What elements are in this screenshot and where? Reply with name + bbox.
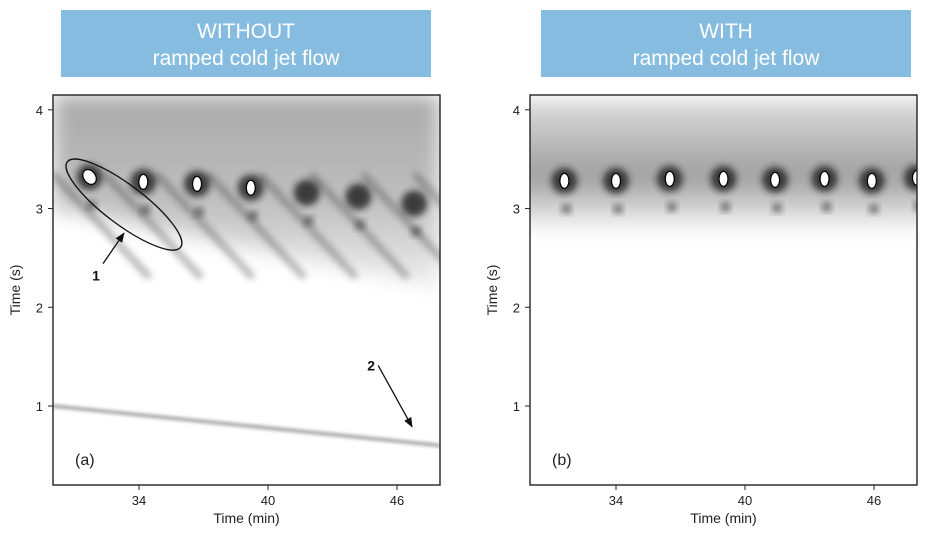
plot-area <box>530 95 917 485</box>
secondary-spot-5 <box>821 201 832 212</box>
peak-core-5 <box>819 170 830 188</box>
plot-area <box>53 95 440 485</box>
secondary-spot-7 <box>914 201 917 211</box>
secondary-spot-4 <box>772 202 783 213</box>
panel-label: (a) <box>75 452 95 469</box>
banner-with-line1: WITH <box>699 20 753 43</box>
y-tick-label-2: 2 <box>36 300 43 315</box>
peak-core-6 <box>866 172 877 189</box>
plot-frame <box>529 94 918 486</box>
secondary-spot-0 <box>561 203 572 214</box>
secondary-spot-0 <box>86 199 97 210</box>
secondary-spot-6 <box>868 203 879 214</box>
y-tick-label-2: 2 <box>513 300 520 315</box>
peak-core-0 <box>82 168 97 185</box>
x-tick-label-34: 34 <box>132 493 146 508</box>
x-tick-label-34: 34 <box>609 493 623 508</box>
peak-core-3 <box>245 179 256 196</box>
peak-core-2 <box>664 170 675 188</box>
peak-core-2 <box>191 175 203 192</box>
x-tick-label-46: 46 <box>390 493 404 508</box>
secondary-spot-3 <box>720 201 731 212</box>
secondary-spot-2 <box>666 201 677 212</box>
peak-halo-4 <box>293 179 320 206</box>
y-tick-label-1: 1 <box>513 399 520 414</box>
peak-halo-6 <box>401 190 428 217</box>
y-tick-label-1: 1 <box>36 399 43 414</box>
peak-core-3 <box>718 170 729 188</box>
x-axis-label: Time (min) <box>213 510 279 526</box>
x-tick-label-46: 46 <box>867 493 881 508</box>
y-tick-label-3: 3 <box>513 202 520 217</box>
bleed-line <box>53 404 440 448</box>
secondary-spot-2 <box>194 206 205 217</box>
secondary-spot-4 <box>303 215 314 226</box>
secondary-spot-5 <box>355 219 366 230</box>
peak-halo-7 <box>904 164 917 191</box>
banner-without-line2: ramped cold jet flow <box>152 47 340 70</box>
highlight-ellipse <box>65 158 183 251</box>
y-tick-label-3: 3 <box>36 202 43 217</box>
banner-without: WITHOUT ramped cold jet flow <box>61 10 431 77</box>
peak-core-1 <box>138 173 149 190</box>
secondary-spot-1 <box>140 204 151 215</box>
annotation-arrow-1 <box>102 232 125 264</box>
peaks <box>76 163 428 237</box>
annotation-label-1: 1 <box>92 268 100 284</box>
peak-core-4 <box>769 171 781 189</box>
annotation-arrow-2 <box>377 365 413 428</box>
y-tick-label-4: 4 <box>36 103 43 118</box>
peak-halo-5 <box>345 183 372 210</box>
plot-frame <box>52 94 441 486</box>
secondary-spot-6 <box>411 226 422 237</box>
y-tick-label-4: 4 <box>513 103 520 118</box>
diagonal-streaks <box>53 171 440 281</box>
banner-with: WITH ramped cold jet flow <box>541 10 911 77</box>
annotation-label-2: 2 <box>367 357 375 373</box>
x-tick-label-40: 40 <box>261 493 275 508</box>
peak-core-1 <box>610 172 622 189</box>
peaks <box>551 164 917 214</box>
y-axis-label: Time (s) <box>484 265 500 316</box>
y-axis-label: Time (s) <box>7 265 23 316</box>
x-tick-label-40: 40 <box>738 493 752 508</box>
banner-without-line1: WITHOUT <box>197 20 295 43</box>
peak-core-0 <box>559 172 570 189</box>
panel-label: (b) <box>552 452 572 469</box>
banner-with-line2: ramped cold jet flow <box>632 47 820 70</box>
secondary-spot-3 <box>247 210 258 221</box>
secondary-spot-1 <box>613 203 623 214</box>
peak-core-7 <box>911 169 917 187</box>
x-axis-label: Time (min) <box>690 510 756 526</box>
background-band <box>530 99 917 229</box>
